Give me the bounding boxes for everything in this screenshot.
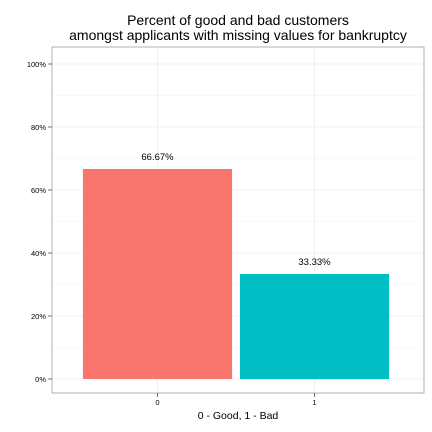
bar-value-label: 33.33%	[298, 257, 331, 268]
bar-value-label: 66.67%	[141, 152, 174, 163]
y-tick-label: 40%	[31, 249, 46, 258]
bar-value-labels: 66.67% 33.33%	[141, 152, 331, 268]
x-tick-label: 0	[155, 398, 159, 407]
y-tick-label: 0%	[35, 375, 46, 384]
y-tick-label: 20%	[31, 312, 46, 321]
bar-1	[239, 274, 390, 379]
chart-title-line-1: Percent of good and bad customers	[127, 12, 349, 28]
chart-title: Percent of good and bad customers amongs…	[52, 13, 424, 43]
y-tick-label: 100%	[27, 60, 47, 69]
y-axis: 0% 20% 40% 60% 80% 100%	[27, 60, 52, 384]
x-tick-label: 1	[312, 398, 316, 407]
x-axis-title: 0 - Good, 1 - Bad	[198, 410, 279, 422]
bar-0	[82, 168, 233, 379]
y-tick-label: 60%	[31, 186, 46, 195]
bars	[82, 168, 390, 379]
y-tick-label: 80%	[31, 123, 46, 132]
chart-title-line-2: amongst applicants with missing values f…	[69, 27, 407, 43]
